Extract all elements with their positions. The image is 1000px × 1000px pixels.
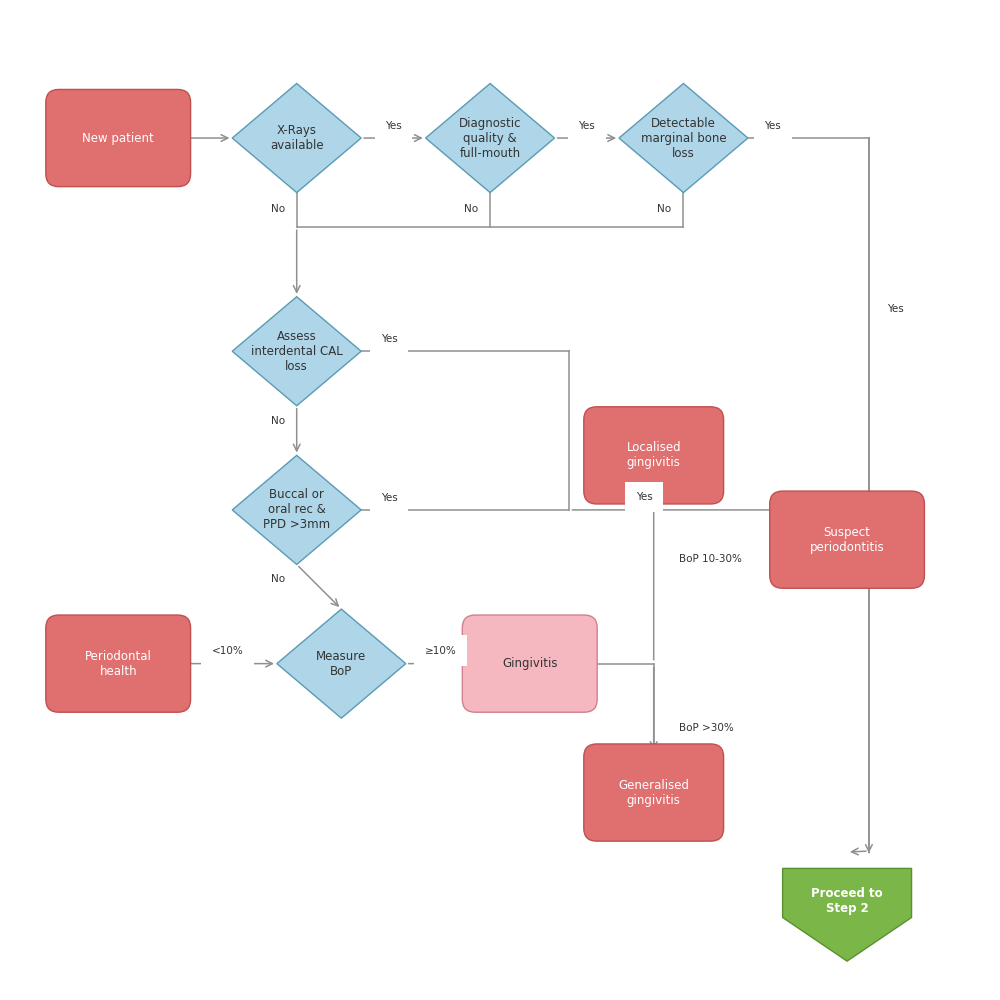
Polygon shape bbox=[619, 83, 748, 193]
Text: <10%: <10% bbox=[211, 646, 243, 656]
Text: Localised
gingivitis: Localised gingivitis bbox=[626, 441, 681, 469]
Text: Yes: Yes bbox=[636, 492, 652, 502]
FancyBboxPatch shape bbox=[462, 615, 597, 712]
Text: Generalised
gingivitis: Generalised gingivitis bbox=[618, 779, 689, 807]
Text: ≥10%: ≥10% bbox=[425, 646, 456, 656]
Text: BoP 10-30%: BoP 10-30% bbox=[679, 554, 741, 564]
Text: Periodontal
health: Periodontal health bbox=[85, 650, 152, 678]
Text: No: No bbox=[464, 204, 478, 214]
Text: X-Rays
available: X-Rays available bbox=[270, 124, 324, 152]
Text: Yes: Yes bbox=[381, 334, 397, 344]
Text: New patient: New patient bbox=[82, 132, 154, 145]
Text: No: No bbox=[271, 574, 285, 584]
FancyBboxPatch shape bbox=[584, 407, 724, 504]
Text: Yes: Yes bbox=[764, 121, 781, 131]
Text: Suspect
periodontitis: Suspect periodontitis bbox=[810, 526, 884, 554]
Text: Diagnostic
quality &
full-mouth: Diagnostic quality & full-mouth bbox=[459, 117, 521, 160]
Text: Yes: Yes bbox=[381, 493, 397, 503]
Polygon shape bbox=[426, 83, 555, 193]
Text: Gingivitis: Gingivitis bbox=[502, 657, 558, 670]
FancyBboxPatch shape bbox=[46, 615, 191, 712]
Text: Buccal or
oral rec &
PPD >3mm: Buccal or oral rec & PPD >3mm bbox=[263, 488, 330, 531]
Text: No: No bbox=[657, 204, 672, 214]
Text: Measure
BoP: Measure BoP bbox=[316, 650, 366, 678]
Polygon shape bbox=[232, 297, 361, 406]
FancyBboxPatch shape bbox=[584, 744, 724, 841]
Text: No: No bbox=[271, 416, 285, 426]
Polygon shape bbox=[232, 455, 361, 564]
Polygon shape bbox=[232, 83, 361, 193]
FancyBboxPatch shape bbox=[770, 491, 924, 588]
Text: Yes: Yes bbox=[887, 304, 904, 314]
Text: Yes: Yes bbox=[578, 121, 595, 131]
FancyBboxPatch shape bbox=[46, 89, 191, 187]
Polygon shape bbox=[277, 609, 406, 718]
Text: Proceed to
Step 2: Proceed to Step 2 bbox=[811, 887, 883, 915]
Text: BoP >30%: BoP >30% bbox=[679, 723, 733, 733]
Text: Detectable
marginal bone
loss: Detectable marginal bone loss bbox=[641, 117, 726, 160]
Text: Assess
interdental CAL
loss: Assess interdental CAL loss bbox=[251, 330, 343, 373]
Text: Yes: Yes bbox=[385, 121, 402, 131]
Polygon shape bbox=[783, 868, 912, 961]
Text: No: No bbox=[271, 204, 285, 214]
